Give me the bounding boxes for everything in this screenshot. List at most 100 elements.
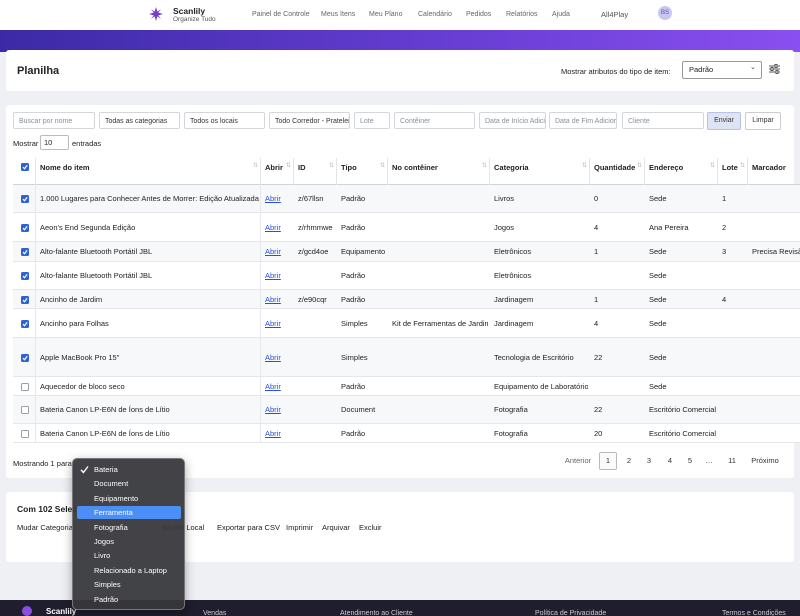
bulk-action[interactable]: Exportar para CSV <box>217 523 280 532</box>
page-button[interactable]: 3 <box>646 456 652 465</box>
bulk-action[interactable]: Excluir <box>359 523 382 532</box>
filter-input[interactable]: Cliente <box>622 112 704 129</box>
table-cell: Padrão <box>341 194 366 203</box>
open-link[interactable]: Abrir <box>265 318 281 328</box>
table-cell: Sede <box>649 318 667 328</box>
table-cell: Fotografia <box>494 428 528 438</box>
open-link[interactable]: Abrir <box>265 381 281 391</box>
nav-link[interactable]: Calendário <box>418 11 452 18</box>
filter-input[interactable]: Todos os locais <box>184 112 265 129</box>
open-link[interactable]: Abrir <box>265 428 281 438</box>
clear-button[interactable]: Limpar <box>745 112 781 130</box>
prev-button[interactable]: Anterior <box>564 456 592 465</box>
option-highlight <box>77 506 181 520</box>
row-checkbox[interactable] <box>21 353 29 362</box>
settings-icon[interactable] <box>769 64 780 76</box>
page-button[interactable]: … <box>705 456 713 465</box>
row-checkbox[interactable] <box>21 319 29 328</box>
nav-link[interactable]: Relatórios <box>506 11 538 18</box>
row-checkbox[interactable] <box>21 382 29 391</box>
length-select[interactable]: 10 <box>40 135 69 150</box>
length-prefix: Mostrar <box>13 139 39 148</box>
row-divider <box>35 338 36 377</box>
nav-link[interactable]: Painel de Controle <box>252 11 310 18</box>
filter-input[interactable]: Todo Corredor - Pratelei <box>269 112 350 129</box>
dropdown-option[interactable]: Document <box>94 479 129 489</box>
bulk-action[interactable]: Imprimir <box>286 523 314 532</box>
nav-link[interactable]: Meus Itens <box>321 11 356 18</box>
dropdown-option[interactable]: Livro <box>94 551 111 561</box>
open-link[interactable]: Abrir <box>265 405 281 414</box>
filter-input[interactable]: Contêiner <box>394 112 475 129</box>
dropdown-option[interactable]: Relacionado a Laptop <box>94 565 167 575</box>
open-link[interactable]: Abrir <box>265 271 281 280</box>
table-cell: Sede <box>649 352 667 362</box>
nav-link[interactable]: Meu Plano <box>369 11 403 18</box>
open-link[interactable]: Abrir <box>265 352 281 362</box>
page-button[interactable]: 2 <box>626 456 632 465</box>
row-checkbox[interactable] <box>21 295 29 304</box>
column-header[interactable]: Nome do item <box>40 163 90 172</box>
column-header[interactable]: Quantidade <box>594 163 636 172</box>
bulk-action[interactable]: Arquivar <box>322 523 350 532</box>
page-button[interactable]: 5 <box>687 456 693 465</box>
submit-button[interactable]: Enviar <box>707 112 741 130</box>
column-header[interactable]: No contêiner <box>392 163 438 172</box>
check-icon <box>22 273 28 279</box>
row-checkbox[interactable] <box>21 272 29 280</box>
bulk-action[interactable]: Mudar Categoria <box>17 523 73 532</box>
filter-input[interactable]: Lote <box>354 112 390 129</box>
dropdown-option[interactable]: Bateria <box>94 465 118 474</box>
dropdown-option[interactable]: Jogos <box>94 537 115 546</box>
column-header[interactable]: Tipo <box>341 163 357 172</box>
next-button[interactable]: Próximo <box>751 456 779 465</box>
row-checkbox[interactable] <box>21 223 29 232</box>
open-link[interactable]: Abrir <box>265 294 281 304</box>
user-menu[interactable]: All4Play <box>601 10 629 19</box>
open-link[interactable]: Abrir <box>265 247 281 256</box>
table-row <box>13 396 800 424</box>
filter-input[interactable]: Data de Fim Adicior <box>549 112 617 129</box>
attr-select[interactable]: Padrão <box>682 61 762 79</box>
select-all-checkbox[interactable] <box>21 163 29 171</box>
row-divider <box>260 185 261 213</box>
attr-label: Mostrar atributos do tipo de item: <box>561 67 671 76</box>
avatar[interactable]: BS <box>658 6 672 20</box>
table-cell: Precisa Revisão <box>752 247 800 256</box>
row-checkbox[interactable] <box>21 195 29 203</box>
row-divider <box>260 424 261 443</box>
table-cell: Padrão <box>341 271 366 280</box>
row-checkbox[interactable] <box>21 429 29 438</box>
row-divider <box>260 262 261 290</box>
nav-link[interactable]: Ajuda <box>552 11 570 18</box>
row-checkbox[interactable] <box>21 406 29 414</box>
column-header[interactable]: Marcador <box>752 163 786 172</box>
filter-input[interactable]: Data de Início Adici <box>479 112 546 129</box>
dropdown-option[interactable]: Ferramenta <box>94 508 133 518</box>
open-link[interactable]: Abrir <box>265 222 281 232</box>
dropdown-option[interactable]: Fotografia <box>94 522 128 532</box>
column-header[interactable]: Endereço <box>649 163 684 172</box>
dropdown-option[interactable]: Padrão <box>94 594 119 604</box>
column-header[interactable]: ID <box>298 163 306 172</box>
open-link[interactable]: Abrir <box>265 194 281 203</box>
column-header[interactable]: Categoria <box>494 163 529 172</box>
row-divider <box>35 309 36 338</box>
filter-input[interactable]: Buscar por nome <box>13 112 95 129</box>
page-button[interactable]: 11 <box>728 456 736 465</box>
column-header[interactable]: Abrir <box>265 163 283 172</box>
filter-input[interactable]: Todas as categorias <box>99 112 180 129</box>
page-button[interactable]: 1 <box>599 452 617 470</box>
nav-link[interactable]: Pedidos <box>466 11 492 18</box>
page-button[interactable]: 4 <box>667 456 673 465</box>
row-divider <box>260 377 261 396</box>
column-header[interactable]: Lote <box>722 163 738 172</box>
table-cell: 3 <box>722 247 727 256</box>
row-checkbox[interactable] <box>21 248 29 256</box>
row-divider <box>260 309 261 338</box>
dropdown-option[interactable]: Simples <box>94 580 121 590</box>
table-cell: Escritório Comercial <box>649 428 716 438</box>
table-cell: Padrão <box>341 381 366 391</box>
dropdown-option[interactable]: Equipamento <box>94 493 139 503</box>
